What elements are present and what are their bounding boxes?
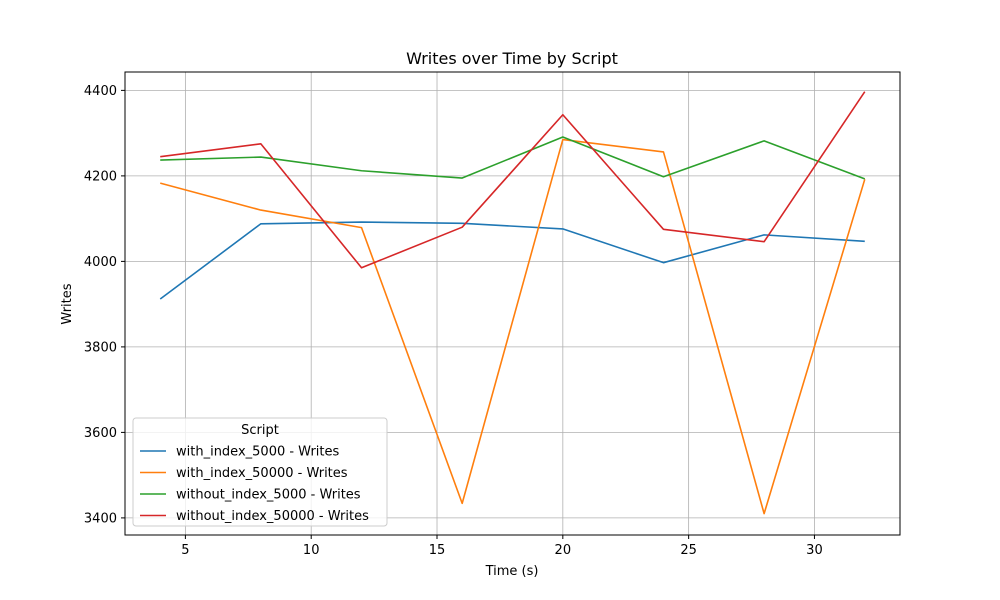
legend-items: with_index_5000 - Writes with_index_50000…: [140, 445, 369, 524]
legend: Script with_index_5000 - Writeswith_inde…: [132, 417, 388, 527]
legend-title: Script: [241, 423, 279, 438]
series-lines: [159, 91, 866, 515]
legend-label: without_index_50000 - Writes: [176, 509, 369, 524]
chart-title: Writes over Time by Script: [406, 49, 618, 68]
x-tick-label: 25: [680, 543, 697, 558]
x-tick-label: 30: [806, 543, 823, 558]
series-line-2: [160, 136, 866, 180]
y-tick-label: 4000: [84, 255, 117, 270]
y-axis-title: Writes: [60, 283, 75, 324]
x-tick-label: 10: [303, 543, 320, 558]
legend-label: with_index_50000 - Writes: [176, 466, 348, 481]
series-line-3: [160, 91, 866, 269]
legend-label: without_index_5000 - Writes: [176, 488, 361, 503]
y-tick-label: 3400: [84, 511, 117, 526]
x-tick-label: 5: [181, 543, 189, 558]
legend-label: with_index_5000 - Writes: [176, 445, 340, 460]
series-line-1: [160, 138, 866, 515]
legend-box: [132, 417, 388, 527]
x-tick-label: 15: [429, 543, 446, 558]
x-tick-label: 20: [555, 543, 572, 558]
x-axis-title: Time (s): [485, 564, 539, 579]
plot-frame: [124, 71, 901, 536]
axis-ticks: 5 10 15 20 25 30 3400 3600 3800 4000 4200 4400: [84, 84, 823, 558]
y-tick-label: 3800: [84, 340, 117, 355]
y-tick-label: 3600: [84, 426, 117, 441]
y-tick-label: 4400: [84, 84, 117, 99]
y-tick-label: 4200: [84, 169, 117, 184]
